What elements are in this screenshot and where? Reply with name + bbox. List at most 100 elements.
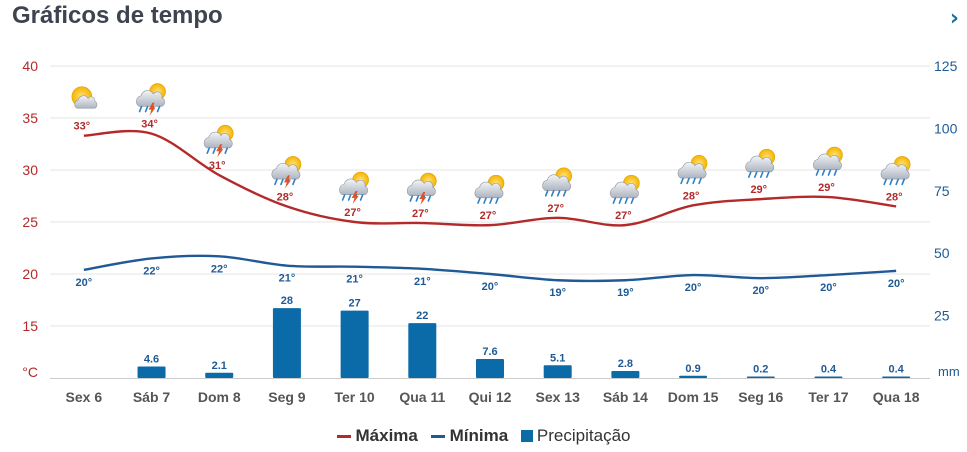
maxima-label: 31° — [209, 160, 226, 172]
minima-label: 19° — [617, 287, 634, 299]
rain-icon — [474, 174, 505, 204]
maxima-label: 27° — [412, 208, 429, 220]
maxima-label: 28° — [277, 191, 294, 203]
y-left-tick-label: 20 — [22, 266, 38, 282]
maxima-label: 27° — [480, 210, 497, 222]
minima-label: 20° — [76, 277, 93, 289]
y-right-tick-label: 125 — [934, 58, 958, 74]
storm-icon — [203, 124, 234, 158]
y-right-tick-label: 100 — [934, 120, 958, 136]
maxima-label: 33° — [74, 121, 91, 133]
maxima-label: 27° — [547, 203, 564, 215]
x-tick-label: Seg 16 — [738, 389, 783, 405]
x-tick-label: Ter 17 — [808, 389, 848, 405]
y-left-tick-label: 40 — [22, 58, 38, 74]
legend-item-minima[interactable]: Mínima — [430, 426, 509, 446]
y-left-tick-label: 30 — [22, 162, 38, 178]
maxima-label: 27° — [344, 207, 361, 219]
x-tick-label: Dom 8 — [198, 389, 241, 405]
precip-label: 4.6 — [144, 354, 159, 366]
precip-bar — [137, 366, 166, 378]
precip-bar — [679, 375, 708, 378]
chart-legend: Máxima Mínima Precipitação — [0, 426, 967, 446]
x-tick-label: Sáb 7 — [133, 389, 171, 405]
y-left-tick-label: 15 — [22, 318, 38, 334]
maxima-label: 34° — [141, 119, 158, 131]
precip-label: 0.9 — [685, 363, 700, 375]
legend-label-maxima: Máxima — [355, 426, 418, 445]
y-left-tick-label: 25 — [22, 214, 38, 230]
precip-bar — [882, 376, 911, 378]
minima-label: 21° — [346, 274, 363, 286]
minima-label: 19° — [549, 287, 566, 299]
minima-label: 20° — [820, 282, 837, 294]
minima-label: 20° — [685, 282, 702, 294]
maxima-line — [83, 129, 897, 227]
legend-item-precipitacao[interactable]: Precipitação — [520, 426, 631, 446]
rain-icon — [677, 155, 708, 185]
precip-bar — [814, 376, 843, 378]
precip-bar — [476, 359, 504, 378]
legend-swatch-minima — [430, 435, 445, 439]
maxima-label: 28° — [683, 190, 700, 202]
minima-label: 22° — [143, 265, 160, 277]
precip-label: 27 — [348, 298, 360, 310]
x-tick-label: Dom 15 — [668, 389, 719, 405]
precip-bar — [611, 371, 640, 378]
y-left-unit: °C — [22, 364, 38, 380]
x-tick-label: Ter 10 — [335, 389, 375, 405]
minima-label: 22° — [211, 263, 228, 275]
storm-icon — [271, 156, 302, 189]
minima-line — [83, 254, 897, 283]
weather-chart: 4.6 2.1 28 27 22 7.6 5.1 2.8 0.9 0.2 0.4 0.4 33° 34° 3… — [22, 58, 960, 405]
precip-label: 22 — [416, 310, 428, 322]
precip-bar — [205, 372, 234, 378]
maxima-label: 28° — [886, 191, 903, 203]
y-right-tick-label: 75 — [934, 183, 950, 199]
storm-icon — [339, 171, 369, 204]
precip-label: 2.8 — [618, 358, 633, 370]
precip-bar — [272, 308, 301, 378]
y-right-tick-label: 25 — [934, 308, 950, 324]
x-tick-label: Qui 12 — [469, 389, 512, 405]
legend-label-minima: Mínima — [449, 426, 509, 445]
x-tick-label: Sex 13 — [536, 389, 581, 405]
x-tick-label: Sex 6 — [66, 389, 103, 405]
minima-label: 20° — [482, 281, 499, 293]
maxima-label: 27° — [615, 210, 632, 222]
precip-label: 0.4 — [889, 364, 905, 376]
legend-item-maxima[interactable]: Máxima — [336, 426, 418, 446]
precip-label: 5.1 — [550, 352, 565, 364]
sun-cloud-icon — [71, 86, 98, 109]
precip-bar — [746, 376, 775, 378]
minima-label: 20° — [888, 278, 905, 290]
precip-bar — [340, 310, 369, 378]
precip-label: 0.2 — [753, 364, 768, 376]
precip-label: 7.6 — [482, 346, 497, 358]
rain-icon — [745, 148, 776, 178]
rain-icon — [813, 146, 843, 176]
x-tick-label: Qua 18 — [873, 389, 920, 405]
minima-label: 21° — [279, 273, 296, 285]
y-left-tick-label: 35 — [22, 110, 38, 126]
storm-icon — [136, 83, 166, 116]
x-tick-label: Seg 9 — [268, 389, 306, 405]
precip-label: 28 — [281, 295, 293, 307]
maxima-label: 29° — [750, 184, 767, 196]
precip-bar — [408, 323, 437, 378]
page-title: Gráficos de tempo — [12, 2, 223, 29]
storm-icon — [406, 172, 437, 206]
minima-label: 21° — [414, 276, 431, 288]
precip-bar — [543, 365, 572, 378]
chevron-right-icon[interactable]: › — [949, 6, 959, 31]
legend-swatch-precipitacao — [520, 430, 533, 442]
x-tick-label: Sáb 14 — [603, 389, 648, 405]
maxima-label: 29° — [818, 182, 835, 194]
minima-label: 20° — [752, 285, 769, 297]
legend-label-precipitacao: Precipitação — [536, 426, 631, 445]
legend-swatch-maxima — [336, 435, 351, 439]
rain-icon — [609, 174, 640, 204]
y-right-unit: mm — [938, 364, 960, 379]
precip-label: 2.1 — [212, 360, 227, 372]
precip-label: 0.4 — [821, 364, 837, 376]
